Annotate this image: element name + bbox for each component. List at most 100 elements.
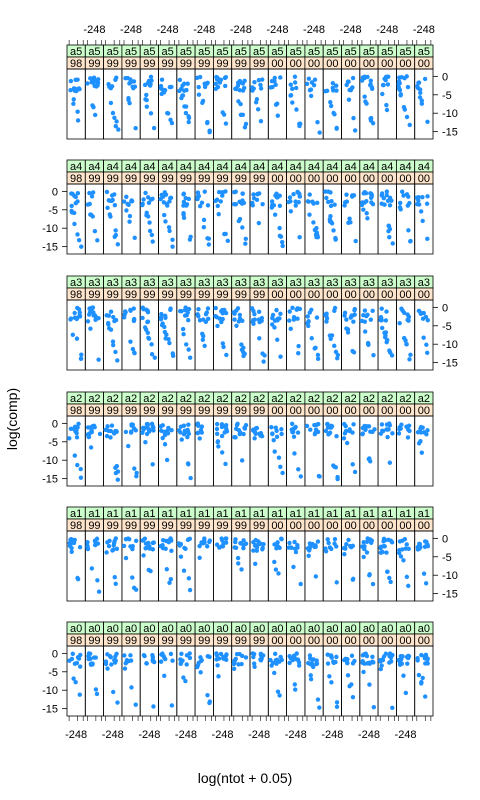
data-point [170, 237, 175, 242]
data-point [168, 536, 173, 541]
x-tick-label-top: -248 [266, 24, 288, 36]
data-point [147, 228, 153, 234]
data-point [378, 431, 384, 436]
x-tick-label-top: -248 [376, 24, 398, 36]
strip-outer-label: a4 [326, 161, 338, 173]
panel [395, 299, 416, 371]
data-point [251, 654, 256, 660]
data-point [161, 653, 166, 659]
data-point [148, 111, 154, 116]
panel [286, 183, 306, 255]
data-point [415, 84, 420, 89]
data-point [254, 548, 260, 553]
data-point [88, 326, 93, 331]
data-point [273, 82, 278, 87]
strip-outer-label: a4 [143, 161, 155, 173]
data-point [406, 194, 411, 199]
data-point [419, 101, 425, 106]
data-point [97, 431, 103, 437]
data-point [274, 307, 279, 313]
data-point [68, 78, 74, 84]
y-tick-label: -5 [48, 437, 58, 449]
data-point [103, 427, 108, 433]
data-point [91, 313, 96, 318]
strip-inner-label: 99 [216, 289, 228, 301]
data-point [345, 327, 351, 332]
data-point [197, 555, 202, 560]
data-point [296, 351, 301, 356]
strip-outer-label: a3 [418, 277, 430, 289]
strip-outer-label: a1 [107, 508, 119, 520]
data-point [223, 540, 229, 545]
data-point [308, 427, 313, 432]
data-point [295, 316, 300, 321]
x-tick-label-top: -248 [83, 24, 105, 36]
data-point [162, 442, 168, 447]
data-point [292, 425, 297, 431]
data-point [187, 536, 193, 542]
data-point [383, 330, 389, 335]
data-point [292, 682, 297, 687]
data-point [162, 212, 167, 218]
data-point [345, 673, 351, 678]
data-point [275, 540, 280, 545]
strip-inner-label: 99 [88, 405, 100, 417]
y-tick-label: -10 [442, 570, 458, 582]
strip-outer-label: a4 [399, 161, 411, 173]
x-tick-label-bottom: -248 [285, 729, 307, 741]
data-point [237, 312, 243, 318]
data-point [360, 659, 365, 664]
data-point [304, 81, 310, 87]
data-point [103, 661, 109, 667]
strip-outer-label: a3 [88, 277, 100, 289]
data-point [76, 307, 82, 312]
data-point [305, 314, 310, 319]
strip-inner-label: 00 [290, 635, 302, 647]
data-point [233, 656, 238, 662]
strip-outer-label: a4 [290, 161, 302, 173]
data-point [215, 439, 221, 444]
data-point [360, 431, 365, 437]
data-point [332, 308, 337, 314]
data-point [425, 236, 430, 242]
data-point [214, 657, 219, 662]
strip-inner-label: 00 [308, 520, 320, 532]
data-point [387, 235, 392, 240]
data-point [378, 314, 384, 320]
data-point [169, 120, 175, 126]
data-point [186, 422, 191, 427]
data-point [213, 198, 218, 204]
strip-outer-label: a3 [308, 277, 320, 289]
data-point [417, 546, 422, 551]
data-point [254, 425, 260, 431]
data-point [385, 569, 390, 574]
data-point [146, 335, 151, 341]
data-point [294, 307, 299, 312]
data-point [366, 342, 371, 347]
data-point [292, 74, 298, 79]
data-point [305, 199, 311, 204]
strip-inner-label: 00 [418, 405, 430, 417]
strip-inner-label: 99 [107, 635, 119, 647]
data-point [167, 199, 172, 204]
data-point [73, 201, 78, 206]
data-point [202, 189, 207, 194]
data-point [195, 195, 200, 201]
strip-inner-label: 99 [88, 635, 100, 647]
data-point [334, 88, 339, 93]
data-point [274, 657, 280, 662]
strip-outer-label: a2 [88, 393, 100, 405]
strip-outer-label: a1 [88, 508, 100, 520]
data-point [85, 540, 90, 545]
data-point [182, 545, 187, 551]
data-point [146, 567, 151, 573]
data-point [260, 351, 265, 356]
strip-inner-label: 00 [326, 173, 338, 185]
strip-inner-label: 99 [198, 58, 210, 70]
data-point [363, 427, 368, 432]
data-point [69, 545, 74, 551]
strip-outer-label: a2 [216, 393, 228, 405]
strip-outer-label: a1 [326, 508, 338, 520]
data-point [421, 335, 426, 340]
data-point [144, 104, 150, 109]
